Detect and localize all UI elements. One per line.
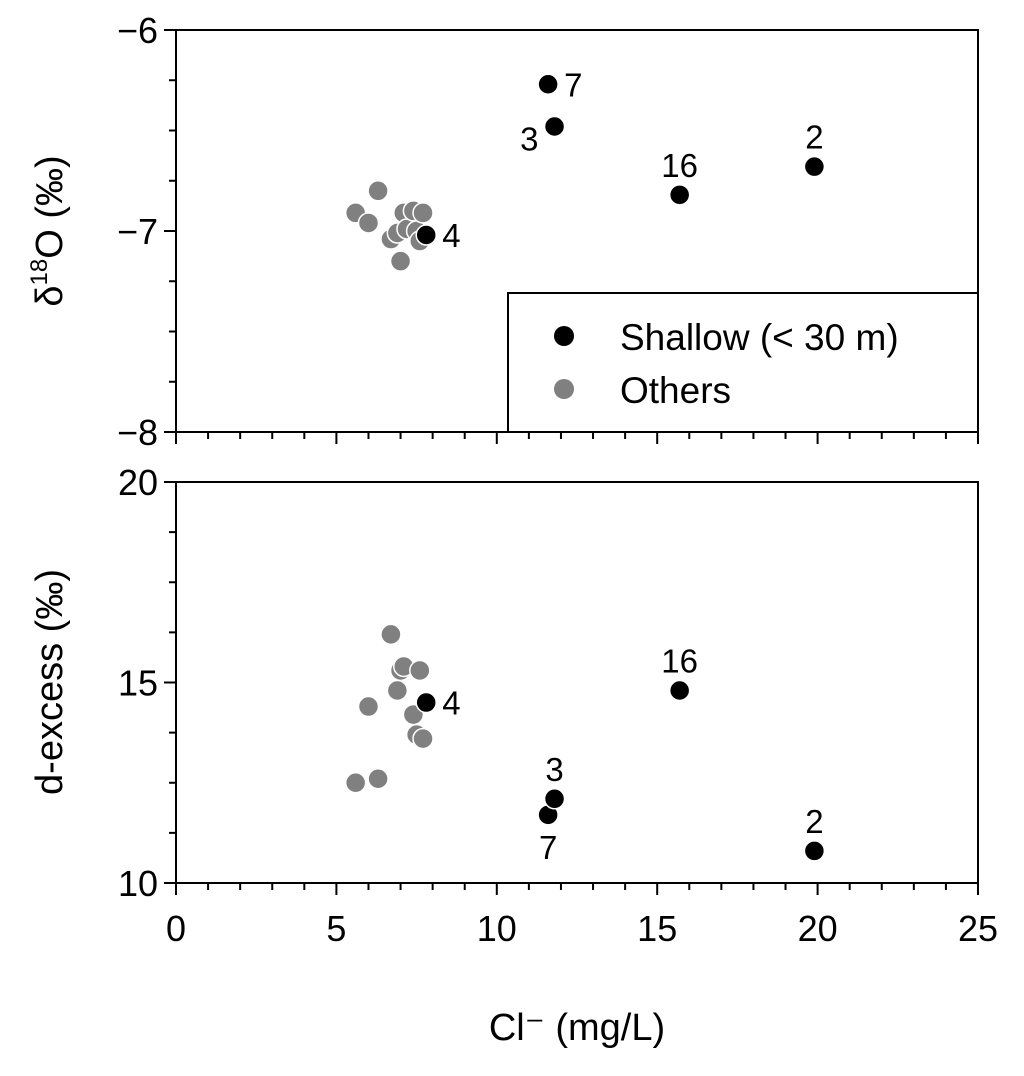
bottom-y-ticks: 10 15 20 <box>118 462 176 904</box>
top-point-label: 4 <box>442 217 460 254</box>
bottom-point-others <box>412 727 434 750</box>
top-point-shallow <box>803 155 826 178</box>
legend-marker-others <box>554 379 574 399</box>
bottom-data-points: 4 7 3 16 2 <box>344 623 826 866</box>
x-tick-label: 0 <box>166 908 186 949</box>
bottom-plot-frame <box>175 481 979 884</box>
bottom-y-tick-label: 20 <box>118 462 158 503</box>
top-x-ticks <box>175 432 979 444</box>
top-y-tick-label: −8 <box>117 412 158 453</box>
top-data-points: 4 73 16 2 <box>344 66 826 272</box>
top-point-others <box>389 250 412 272</box>
legend-marker-shallow <box>554 326 574 346</box>
legend-box <box>507 292 979 433</box>
top-y-label-superscript: 18 <box>26 259 53 286</box>
legend-label-others: Others <box>620 370 731 411</box>
x-tick-label: 20 <box>798 908 838 949</box>
bottom-point-label: 4 <box>442 685 460 722</box>
panel-top-d18o: −8 −7 −6 4 73 16 2 δ18O (‰) Shallow (< 30 m) … <box>26 10 979 453</box>
bottom-point-shallow <box>668 679 691 702</box>
bottom-point-others <box>367 767 389 790</box>
bottom-point-others <box>357 695 380 718</box>
panel-bottom-dexcess: 10 15 20 0 5 10 15 20 25 4 7 3 16 2 d-excess (‰) <box>29 462 998 949</box>
bottom-x-ticks: 0 5 10 15 20 25 <box>166 883 998 949</box>
bottom-point-shallow <box>415 691 437 714</box>
top-point-shallow <box>537 73 559 96</box>
bottom-point-others <box>386 679 409 702</box>
x-tick-label: 25 <box>958 908 998 949</box>
top-y-ticks: −8 −7 −6 <box>117 10 176 453</box>
top-point-others <box>412 202 434 224</box>
top-point-others <box>367 180 389 202</box>
bottom-y-tick-label: 10 <box>118 863 158 904</box>
top-point-shallow <box>543 115 566 138</box>
bottom-point-shallow <box>803 840 826 862</box>
legend: Shallow (< 30 m) Others <box>507 292 979 433</box>
bottom-y-tick-label: 15 <box>118 663 158 704</box>
bottom-point-label: 7 <box>539 829 557 866</box>
top-point-label: 16 <box>661 147 698 184</box>
x-tick-label: 5 <box>326 908 346 949</box>
top-point-label: 2 <box>805 119 823 156</box>
top-y-tick-label: −6 <box>117 10 158 51</box>
bottom-point-label: 16 <box>661 643 698 680</box>
bottom-point-others <box>344 772 367 794</box>
legend-label-shallow: Shallow (< 30 m) <box>620 317 899 358</box>
x-axis-label: Cl⁻ (mg/L) <box>489 1007 665 1049</box>
top-point-shallow <box>668 184 691 206</box>
top-point-others <box>357 212 380 234</box>
top-point-label: 7 <box>564 66 582 103</box>
x-tick-label: 15 <box>637 908 677 949</box>
top-y-label-delta: δ <box>29 285 71 306</box>
bottom-y-axis-label: d-excess (‰) <box>29 569 71 795</box>
bottom-point-label: 2 <box>805 803 823 840</box>
top-point-shallow <box>415 224 437 246</box>
top-y-label-rest: O (‰) <box>29 155 71 258</box>
bottom-point-shallow <box>543 788 566 810</box>
top-y-tick-label: −7 <box>117 211 158 252</box>
top-y-axis-label: δ18O (‰) <box>26 155 71 306</box>
top-point-label: 3 <box>520 120 538 157</box>
bottom-point-others <box>409 659 431 682</box>
bottom-point-label: 3 <box>545 751 563 788</box>
x-tick-label: 10 <box>477 908 517 949</box>
bottom-point-others <box>380 623 402 646</box>
